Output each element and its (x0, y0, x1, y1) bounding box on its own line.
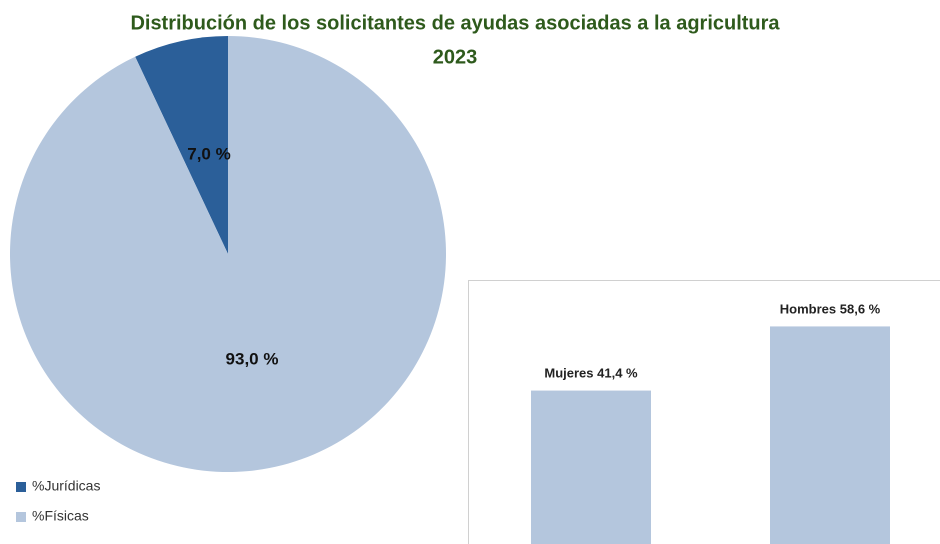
pie-slice (135, 36, 228, 254)
category-label: Hombres (780, 302, 836, 317)
data-label: Mujeres 41,4 % (544, 366, 638, 381)
category-label: Mujeres (544, 366, 593, 381)
chart-title: Distribución de los solicitantes de ayud… (130, 12, 780, 34)
legend-swatch (16, 482, 26, 492)
value-label: 41,4 % (597, 366, 638, 381)
legend-swatch (16, 512, 26, 522)
value-label: 58,6 % (840, 302, 881, 317)
bar (531, 390, 651, 544)
bar (770, 326, 890, 544)
chart-subtitle: 2023 (433, 46, 478, 68)
pie-slice (9, 36, 446, 473)
data-label: 93,0 % (226, 349, 279, 368)
data-label: Hombres 58,6 % (780, 302, 881, 317)
legend-label: %Físicas (32, 508, 89, 524)
legend-label: %Jurídicas (32, 478, 100, 494)
data-label: 7,0 % (187, 144, 230, 163)
